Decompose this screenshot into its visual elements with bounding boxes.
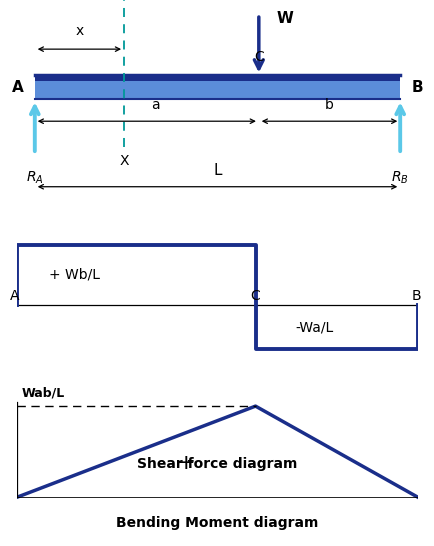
Text: A: A	[10, 289, 19, 302]
Text: b: b	[324, 98, 333, 112]
Text: C: C	[253, 50, 263, 64]
Text: -Wa/L: -Wa/L	[295, 320, 333, 334]
Text: B: B	[411, 289, 421, 302]
Text: B: B	[411, 80, 422, 95]
Text: +: +	[176, 453, 194, 472]
Text: C: C	[250, 289, 260, 302]
Text: a: a	[151, 98, 159, 112]
Text: L: L	[213, 163, 221, 178]
Text: + Wb/L: + Wb/L	[49, 268, 100, 282]
Text: Bending Moment diagram: Bending Moment diagram	[116, 515, 318, 530]
Text: x: x	[75, 24, 83, 38]
Text: A: A	[11, 80, 23, 95]
Text: W: W	[276, 11, 293, 26]
Bar	[35, 75, 399, 99]
Text: $R_B$: $R_B$	[391, 169, 408, 186]
Text: X: X	[119, 154, 128, 168]
Text: $R_A$: $R_A$	[26, 169, 43, 186]
Text: Wab/L: Wab/L	[21, 387, 65, 400]
Bar	[35, 75, 399, 81]
Text: Shear force diagram: Shear force diagram	[137, 456, 297, 471]
